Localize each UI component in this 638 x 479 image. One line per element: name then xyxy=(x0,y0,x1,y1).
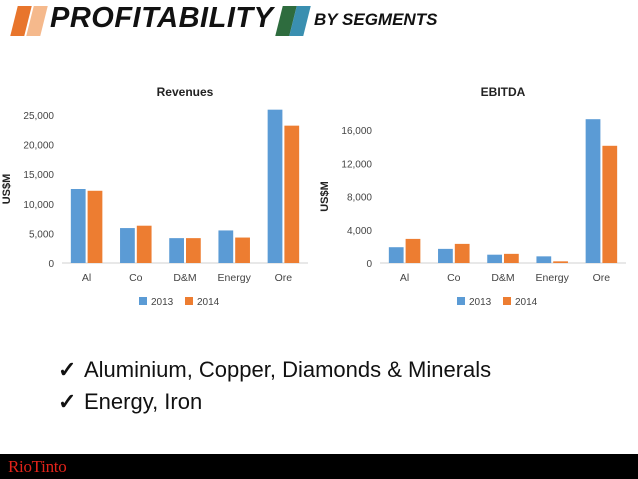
bar-2013-Al xyxy=(388,247,404,263)
legend-label: 2013 xyxy=(151,297,174,308)
x-tick-label: Energy xyxy=(536,272,570,284)
bar-2014-Al xyxy=(405,238,421,263)
bar-2014-Al xyxy=(87,190,103,263)
bar-2013-D&M xyxy=(487,254,502,263)
legend-swatch-2013 xyxy=(457,297,465,305)
legend-label: 2014 xyxy=(515,297,538,308)
bullet-text: Aluminium, Copper, Diamonds & Minerals xyxy=(84,357,492,382)
slide-title: PROFITABILITY xyxy=(50,2,274,34)
bar-2013-Energy xyxy=(536,256,552,263)
x-tick-label: D&M xyxy=(173,272,196,284)
x-tick-label: Co xyxy=(129,272,143,284)
x-tick-label: Al xyxy=(82,272,91,284)
bar-2014-Energy xyxy=(235,237,250,263)
x-tick-label: Energy xyxy=(218,272,252,284)
y-tick-label: 8,000 xyxy=(347,193,372,204)
y-tick-label: 15,000 xyxy=(23,170,54,181)
bullet-list: ✓ Aluminium, Copper, Diamonds & Minerals … xyxy=(58,354,491,418)
x-tick-label: Co xyxy=(447,272,461,284)
y-tick-label: 5,000 xyxy=(29,229,54,240)
bar-2013-Co xyxy=(120,228,135,263)
x-tick-label: D&M xyxy=(491,272,514,284)
legend-swatch-2014 xyxy=(185,297,193,305)
y-axis-label: US$M xyxy=(1,174,13,205)
chart-title: EBITDA xyxy=(481,85,526,99)
riotinto-logo: RioTinto xyxy=(8,457,67,476)
legend-swatch-2014 xyxy=(503,297,511,305)
bar-2013-Co xyxy=(438,248,453,263)
bar-2014-Energy xyxy=(553,261,568,263)
slide-header: PROFITABILITY BY SEGMENTS xyxy=(0,0,638,42)
bar-2014-Ore xyxy=(284,125,300,263)
legend-swatch-2013 xyxy=(139,297,147,305)
bar-2013-D&M xyxy=(169,238,184,263)
bar-2013-Ore xyxy=(585,119,601,263)
bar-2014-D&M xyxy=(186,238,201,263)
slide-subtitle: BY SEGMENTS xyxy=(314,10,438,29)
x-tick-label: Ore xyxy=(275,272,293,284)
revenues-chart: Revenues US$M 0 5,000 10,000 15,000 20,000 25,0… xyxy=(1,85,308,308)
checkmark-icon: ✓ xyxy=(58,357,77,382)
ebitda-chart: EBITDA US$M 0 4,000 8,000 12,000 16,000 Al Co D&M… xyxy=(319,85,626,308)
bar-2014-Co xyxy=(454,243,470,263)
y-tick-label: 0 xyxy=(48,259,54,270)
bar-2014-D&M xyxy=(504,253,519,263)
y-tick-label: 4,000 xyxy=(347,226,372,237)
bullet-item: ✓ Aluminium, Copper, Diamonds & Minerals xyxy=(58,354,491,386)
bar-2014-Ore xyxy=(602,145,618,263)
y-tick-label: 0 xyxy=(366,259,372,270)
y-tick-label: 12,000 xyxy=(341,159,372,170)
bar-2013-Al xyxy=(70,189,86,263)
x-tick-label: Ore xyxy=(593,272,611,284)
bullet-text: Energy, Iron xyxy=(84,389,203,414)
y-tick-label: 16,000 xyxy=(341,126,372,137)
bar-2013-Energy xyxy=(218,230,234,263)
x-tick-label: Al xyxy=(400,272,409,284)
bar-2013-Ore xyxy=(267,109,283,263)
y-axis-label: US$M xyxy=(319,181,331,212)
bullet-item: ✓ Energy, Iron xyxy=(58,386,491,418)
footer-bar: RioTinto xyxy=(0,454,638,479)
checkmark-icon: ✓ xyxy=(58,389,77,414)
y-tick-label: 25,000 xyxy=(23,111,54,122)
y-tick-label: 10,000 xyxy=(23,200,54,211)
chart-title: Revenues xyxy=(157,85,214,99)
legend-label: 2014 xyxy=(197,297,220,308)
bar-2014-Co xyxy=(136,225,152,263)
y-tick-label: 20,000 xyxy=(23,141,54,152)
legend-label: 2013 xyxy=(469,297,492,308)
